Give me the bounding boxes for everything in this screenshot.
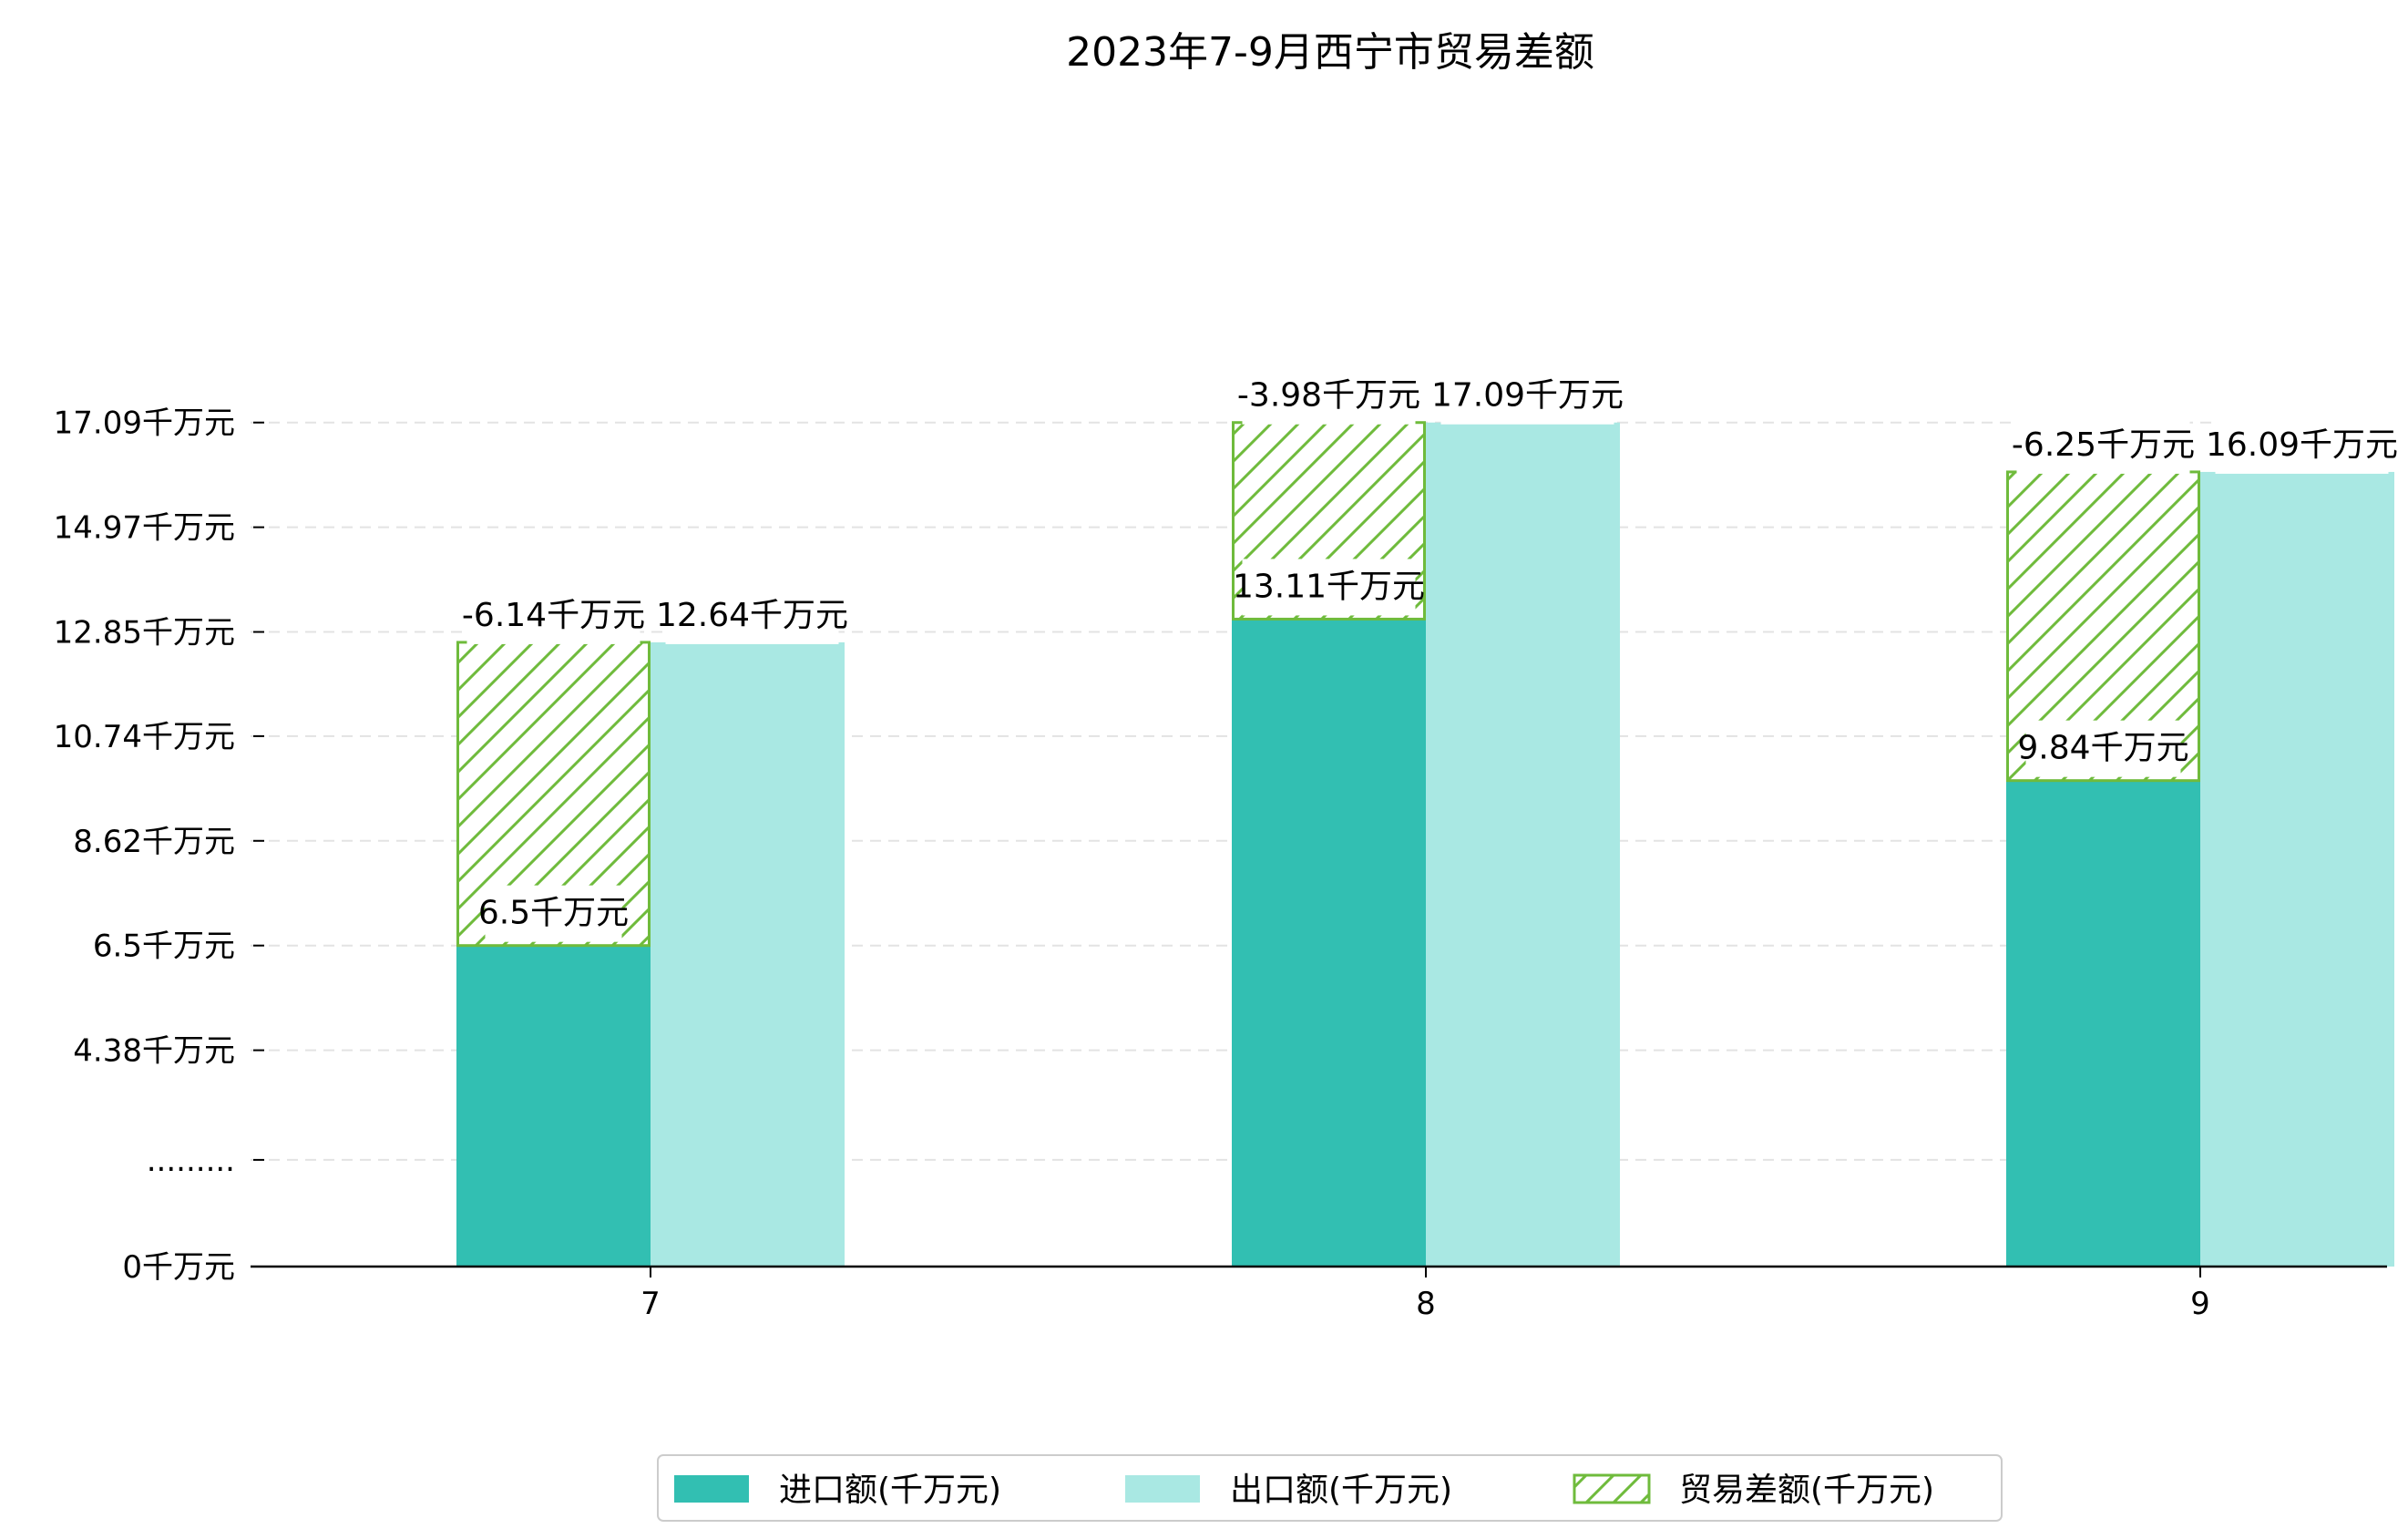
balance-value-label-group: -6.14千万元: [462, 587, 645, 644]
export-value-label-group: 16.09千万元: [2206, 416, 2398, 474]
export-value-label-bg: [2215, 416, 2389, 474]
y-tick-label: 14.97千万元: [54, 510, 235, 547]
y-tick-label: 6.5千万元: [93, 929, 235, 965]
data-labels: 12.64千万元 -6.14千万元 6.5千万元 17.09千万元 -3.98千万元 13…: [462, 367, 2398, 942]
y-tick-label: 0千万元: [122, 1249, 235, 1286]
y-tick-label: 4.38千万元: [73, 1033, 235, 1070]
import-value-label-group: 6.5千万元: [478, 885, 629, 942]
balance-value-label: -6.14千万元: [462, 597, 645, 634]
import-value-label-bg: [1242, 559, 1416, 616]
x-tick-label: 9: [2190, 1286, 2210, 1322]
legend-balance-swatch: [1573, 1473, 1651, 1504]
balance-value-label-bg: [2016, 416, 2190, 474]
import-value-label: 6.5千万元: [478, 895, 629, 932]
import-value-label: 13.11千万元: [1233, 568, 1425, 605]
balance-value-label-bg: [1242, 367, 1416, 425]
y-tick-label: 12.85千万元: [54, 615, 235, 652]
import-value-label-bg: [2025, 720, 2181, 777]
y-tick-label: 10.74千万元: [54, 719, 235, 755]
legend: 进口额(千万元) 出口额(千万元) 贸易差额(千万元): [657, 1454, 2003, 1522]
x-tick-label: 8: [1416, 1286, 1436, 1322]
legend-export-label: 出口额(千万元): [1230, 1472, 1452, 1509]
balance-value-label-group: -3.98千万元: [1237, 367, 1420, 425]
legend-import-swatch: [674, 1475, 749, 1503]
y-tick-label: 8.62千万元: [73, 824, 235, 860]
export-value-label: 12.64千万元: [656, 597, 848, 634]
import-value-label-group: 13.11千万元: [1233, 559, 1425, 616]
import-bar: [1232, 619, 1426, 1267]
legend-balance-label: 贸易差额(千万元): [1679, 1472, 1934, 1509]
y-tick-label: .........: [147, 1143, 235, 1179]
import-bar: [456, 945, 651, 1267]
import-value-label: 9.84千万元: [2017, 730, 2188, 767]
export-value-label-bg: [665, 587, 839, 644]
import-value-label-group: 9.84千万元: [2017, 720, 2189, 777]
chart-title: 2023年7-9月西宁市贸易差额: [1066, 29, 1594, 76]
legend-import-label: 进口额(千万元): [779, 1472, 1001, 1509]
import-bar: [2006, 780, 2200, 1267]
import-value-label-bg: [485, 885, 622, 942]
export-bar: [1426, 422, 1620, 1267]
export-value-label-bg: [1440, 367, 1614, 425]
x-tick-label: 7: [640, 1286, 661, 1322]
balance-value-label-bg: [466, 587, 640, 644]
axes: 0千万元......... 4.38千万元 6.5千万元 8.62千万元 10.74千万…: [54, 405, 2387, 1322]
export-value-label: 17.09千万元: [1431, 377, 1624, 415]
bars: [456, 421, 2394, 1267]
export-value-label-group: 12.64千万元: [656, 587, 848, 644]
export-bar: [2200, 471, 2394, 1267]
export-bar: [651, 641, 845, 1267]
export-value-label-group: 17.09千万元: [1431, 367, 1624, 425]
export-value-label: 16.09千万元: [2206, 426, 2398, 464]
balance-value-label-group: -6.25千万元: [2012, 416, 2195, 474]
legend-box: [657, 1454, 2003, 1522]
y-tick-label: 17.09千万元: [54, 405, 235, 442]
balance-value-label: -6.25千万元: [2012, 426, 2195, 464]
legend-export-swatch: [1125, 1475, 1200, 1503]
balance-value-label: -3.98千万元: [1237, 377, 1420, 415]
